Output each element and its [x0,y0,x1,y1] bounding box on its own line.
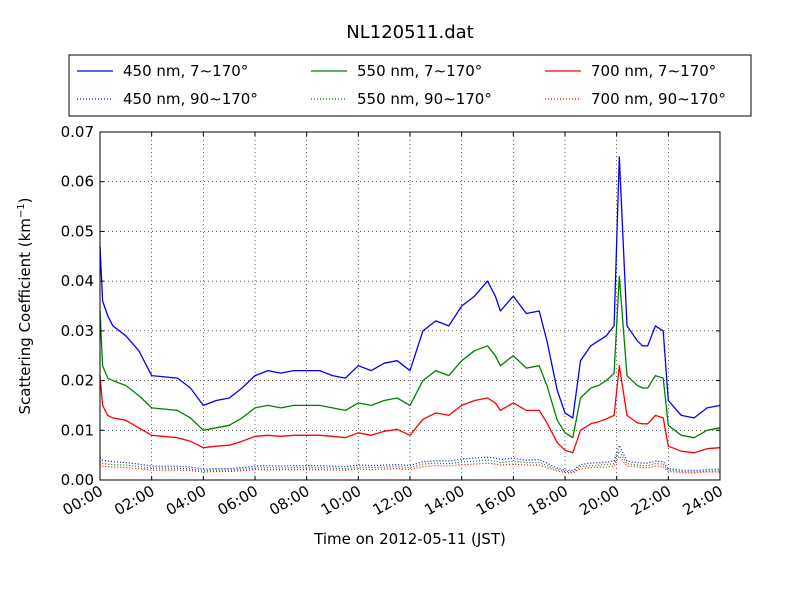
series-line [99,275,721,439]
legend-label: 700 nm, 90∼170° [591,90,726,108]
series-line [99,365,721,454]
y-tick-label: 0.06 [61,173,94,191]
legend-box [68,54,752,117]
y-axis-label-sup: −1 [16,203,27,218]
y-axis-label-end: ) [16,197,34,203]
series-line [99,444,721,472]
y-tick-label: 0.03 [61,322,94,340]
y-tick-label: 0.04 [61,272,94,290]
legend: 450 nm, 7∼170° 550 nm, 7∼170° 700 nm, 7∼17… [68,54,752,117]
x-tick-label: 14:00 [421,482,467,519]
x-tick-label: 20:00 [576,482,622,519]
legend-label: 550 nm, 90∼170° [357,90,492,108]
axis-ticks: 00:00 02:00 04:00 06:00 08:00 10:00 12:00 14:00… [60,123,726,519]
x-tick-label: 04:00 [163,482,209,519]
legend-label: 700 nm, 7∼170° [591,62,716,80]
x-tick-label: 16:00 [473,482,519,519]
y-tick-label: 0.01 [61,421,94,439]
series-layer [99,156,721,474]
y-tick-label: 0.05 [61,222,94,240]
chart-title: NL120511.dat [346,22,473,43]
legend-label: 550 nm, 7∼170° [357,62,482,80]
x-tick-label: 02:00 [111,482,157,519]
legend-label: 450 nm, 7∼170° [123,62,248,80]
y-axis-label: Scattering Coefficient (km−1) [16,197,34,414]
y-axis-label-main: Scattering Coefficient (km [16,218,34,414]
x-tick-label: 22:00 [628,482,674,519]
grid [99,131,721,481]
series-line [99,450,721,473]
x-tick-label: 06:00 [215,482,261,519]
x-tick-label: 18:00 [525,482,571,519]
x-tick-label: 12:00 [370,482,416,519]
x-axis-label: Time on 2012-05-11 (JST) [313,530,506,548]
y-tick-label: 0.07 [61,123,94,141]
series-line [99,156,721,419]
legend-label: 450 nm, 90∼170° [123,90,258,108]
y-tick-label: 0.02 [61,372,94,390]
x-tick-label: 10:00 [318,482,364,519]
x-tick-label: 08:00 [266,482,312,519]
x-tick-label: 24:00 [680,482,726,519]
y-tick-label: 0.00 [61,471,94,489]
